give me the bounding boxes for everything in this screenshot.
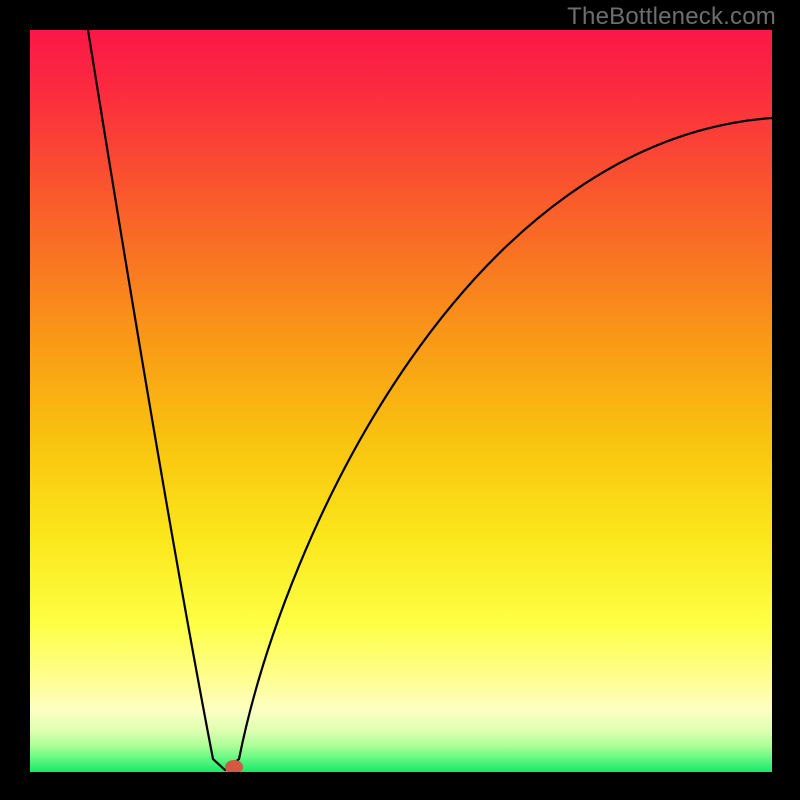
stage: TheBottleneck.com [0,0,800,800]
watermark-text: TheBottleneck.com [567,3,776,31]
plot-area [30,30,772,772]
plot-svg [30,30,772,772]
gradient-background [30,30,772,772]
